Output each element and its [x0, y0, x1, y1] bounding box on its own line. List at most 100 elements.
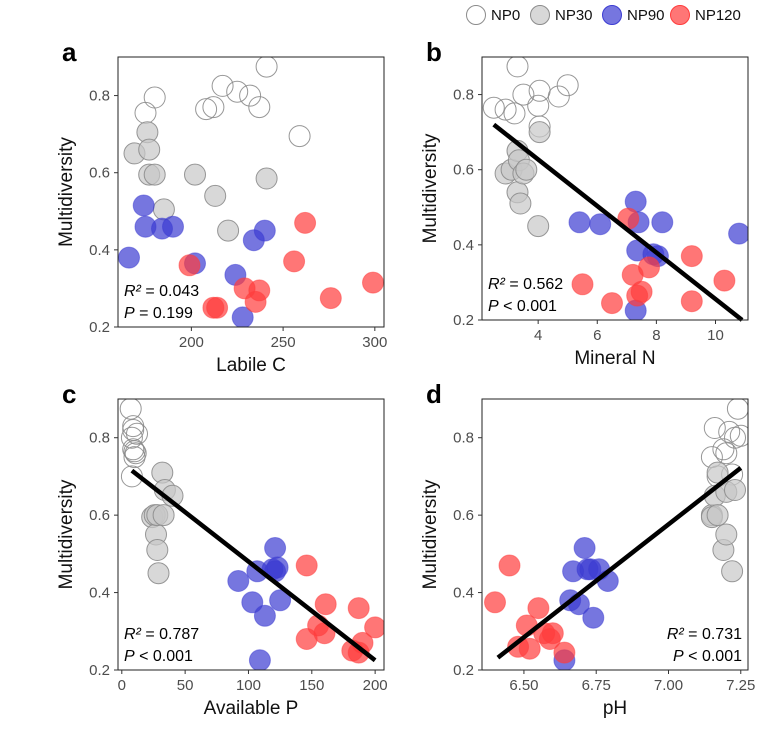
point-c-np120-6 [347, 597, 370, 620]
y-tick-label-b-3: 0.8 [453, 87, 474, 104]
point-a-np120-0 [178, 254, 201, 277]
p-value-d: P < 0.001 [673, 648, 742, 665]
point-b-np30-9 [528, 121, 551, 144]
point-b-np120-8 [680, 290, 703, 313]
fit-line-d [496, 466, 743, 660]
point-a-np30-6 [184, 163, 206, 186]
point-d-np30-9 [724, 479, 746, 501]
legend-marker-np90 [602, 5, 622, 25]
y-tick-label-b-0: 0.2 [453, 312, 474, 329]
point-a-np120-7 [294, 211, 317, 234]
y-tick-label-c-0: 0.2 [89, 662, 110, 679]
r-squared-d: R² = 0.731 [667, 626, 742, 643]
legend-marker-np0 [466, 5, 486, 25]
x-tick-label-d-0: 6.50 [509, 677, 538, 694]
point-b-np30-5 [509, 192, 532, 215]
legend-label-np90: NP90 [627, 7, 665, 24]
x-axis-title-c: Available P [204, 698, 299, 719]
point-d-np120-5 [527, 597, 550, 620]
panels: a 200 250 300 0.2 0.4 0.6 0.8 Labile C Multidiver… [56, 37, 755, 719]
y-tick-label-c-2: 0.6 [89, 507, 110, 524]
point-c-np120-9 [364, 616, 384, 639]
point-b-np90-0 [568, 211, 591, 234]
point-a-np0-6 [239, 84, 262, 107]
legend-item-np30: NP30 [530, 5, 593, 25]
point-d-np90-4 [573, 537, 596, 559]
point-a-np90-1 [132, 194, 155, 217]
panel-d: d 6.50 6.75 7.00 7.25 0.2 0.4 0.6 0.8 pH Multidive… [420, 379, 755, 719]
y-tick-label-a-1: 0.4 [89, 242, 110, 259]
y-tick-label-a-3: 0.8 [89, 88, 110, 105]
x-tick-label-b-3: 10 [707, 327, 724, 344]
point-b-np120-9 [713, 269, 736, 292]
x-axis-title-d: pH [603, 698, 627, 719]
point-b-np0-1 [494, 98, 517, 121]
x-tick-label-d-3: 7.25 [726, 677, 755, 694]
point-d-np30-4 [706, 461, 729, 484]
y-tick-label-d-0: 0.2 [453, 662, 474, 679]
point-b-np90-9 [728, 222, 748, 245]
r-squared-a: R² = 0.043 [124, 283, 199, 300]
point-c-np0-8 [124, 442, 147, 465]
panel-letter-d: d [426, 379, 442, 409]
point-c-np90-0 [227, 570, 250, 592]
point-a-np30-7 [204, 184, 227, 207]
x-tick-label-b-2: 8 [652, 327, 660, 344]
point-c-np90-9 [269, 589, 292, 612]
x-tick-label-b-0: 4 [534, 327, 542, 344]
point-d-np120-4 [518, 637, 541, 660]
point-a-np120-9 [362, 271, 384, 294]
point-c-np90-3 [248, 649, 271, 670]
x-tick-label-d-1: 6.75 [582, 677, 611, 694]
fit-line-c [130, 468, 377, 663]
p-value-c: P < 0.001 [124, 648, 193, 665]
legend-label-np120: NP120 [695, 7, 741, 24]
point-c-np0-9 [126, 422, 148, 445]
point-c-np90-7 [264, 537, 287, 559]
point-a-np0-1 [134, 101, 157, 124]
panel-b: b 4 6 8 10 0.2 0.4 0.6 0.8 Mineral N Multidiversit… [420, 37, 749, 369]
x-tick-label-b-1: 6 [593, 327, 601, 344]
panel-c: c 0 50 100 150 200 0.2 0.4 0.6 0.8 Available P Mult… [56, 379, 388, 719]
y-tick-label-a-2: 0.6 [89, 165, 110, 182]
point-a-np120-5 [248, 279, 271, 302]
panel-a: a 200 250 300 0.2 0.4 0.6 0.8 Labile C Multidiver… [56, 37, 387, 376]
point-a-np30-2 [138, 138, 161, 161]
point-d-np30-6 [715, 523, 738, 546]
point-b-np120-5 [630, 280, 653, 303]
point-a-np30-4 [143, 163, 166, 186]
y-tick-label-b-1: 0.4 [453, 237, 474, 254]
r-squared-b: R² = 0.562 [488, 276, 563, 293]
legend-marker-np30 [530, 5, 550, 25]
point-b-np0-2 [503, 102, 526, 125]
point-b-np0-9 [556, 74, 579, 97]
y-tick-label-b-2: 0.6 [453, 162, 474, 179]
points-b [482, 57, 748, 320]
x-axis-title-a: Labile C [216, 355, 286, 376]
legend-marker-np120 [670, 5, 690, 25]
point-c-np0-3 [122, 438, 145, 461]
point-c-np30-3 [146, 539, 169, 561]
point-a-np90-0 [118, 246, 140, 269]
point-b-np30-7 [515, 158, 538, 181]
x-tick-label-c-1: 50 [177, 677, 194, 694]
point-d-np0-3 [712, 438, 735, 461]
point-b-np120-7 [680, 245, 703, 268]
point-c-np90-4 [253, 604, 276, 627]
point-c-np0-0 [119, 399, 142, 420]
point-d-np120-1 [498, 554, 521, 577]
point-a-np0-8 [255, 57, 278, 78]
x-tick-label-c-4: 200 [363, 677, 388, 694]
point-a-np0-7 [248, 96, 271, 119]
point-b-np120-1 [601, 292, 623, 315]
legend-label-np30: NP30 [555, 7, 593, 24]
point-b-np120-6 [638, 256, 660, 279]
point-d-np120-8 [541, 622, 564, 645]
point-c-np120-0 [295, 554, 318, 577]
panel-letter-c: c [62, 379, 76, 409]
point-a-np120-2 [206, 296, 229, 319]
point-a-np0-4 [211, 74, 234, 97]
y-tick-label-c-3: 0.8 [89, 430, 110, 447]
r-squared-c: R² = 0.787 [124, 626, 199, 643]
